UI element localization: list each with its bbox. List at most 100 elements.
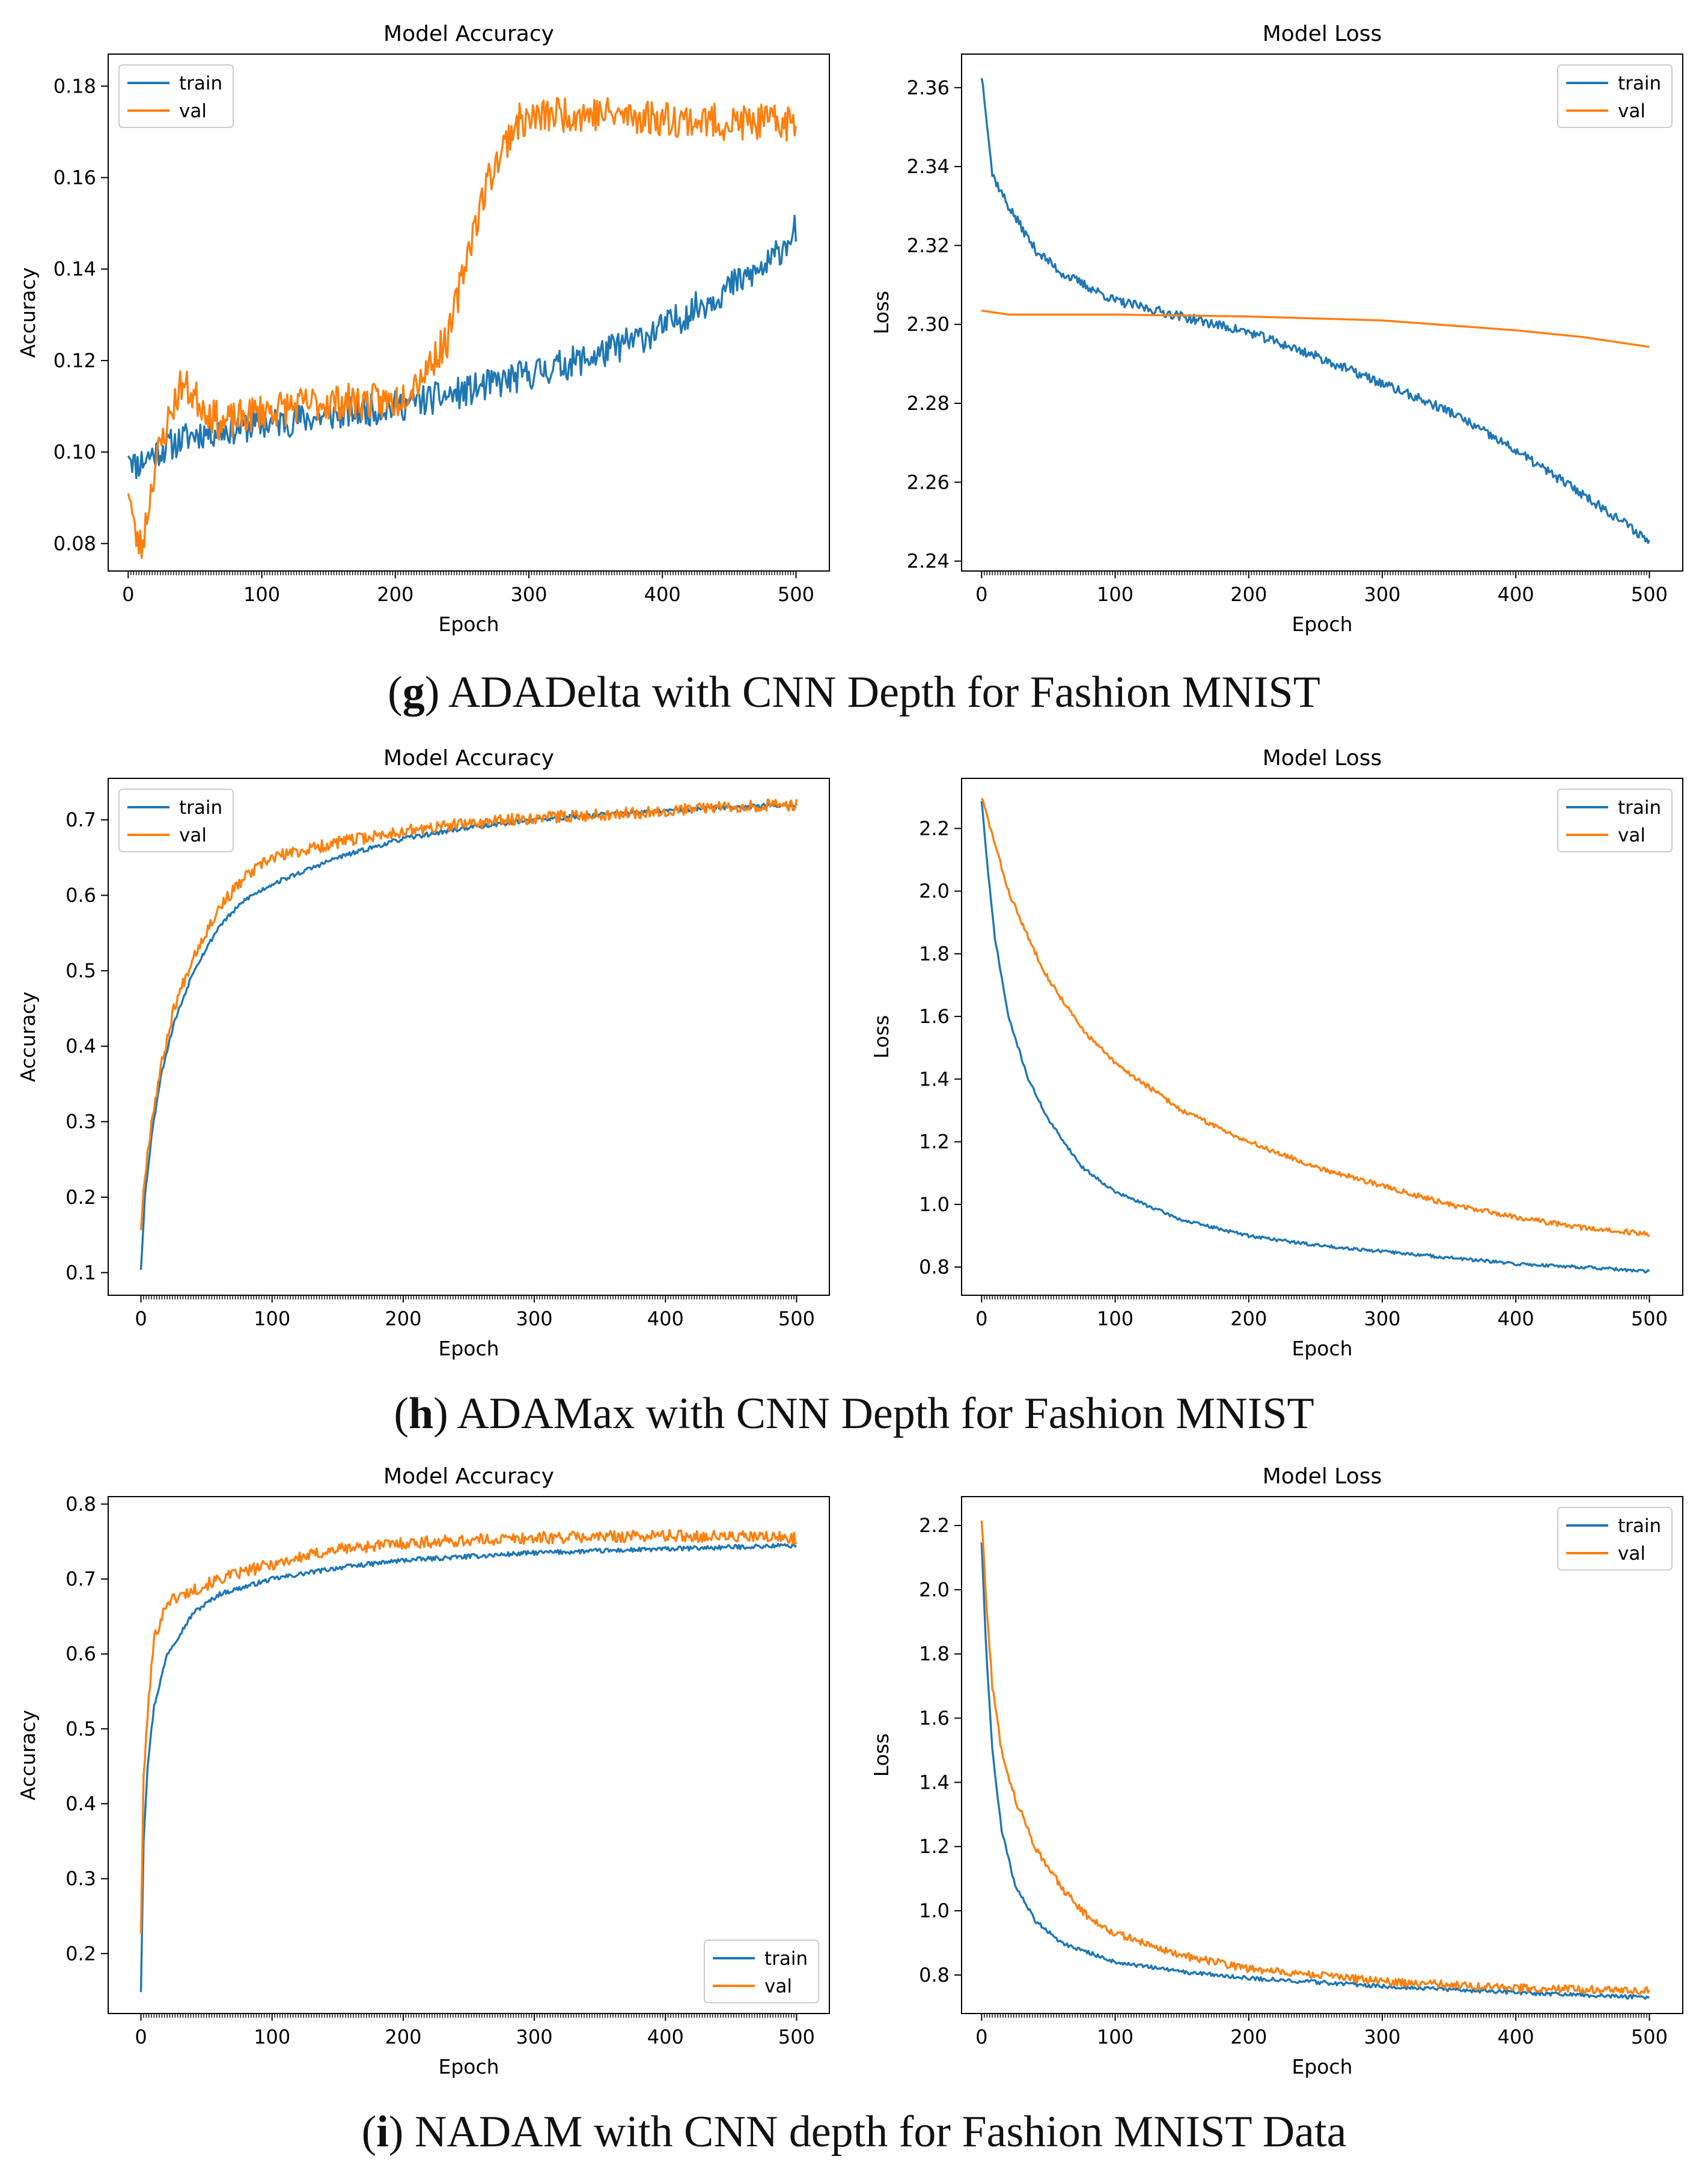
x-tick-label: 0 xyxy=(975,2026,987,2048)
y-tick-label: 0.16 xyxy=(53,166,96,189)
x-tick-label: 300 xyxy=(1364,2026,1400,2048)
series-val-line xyxy=(981,310,1650,348)
legend: train val xyxy=(1557,64,1673,128)
x-tick-label: 200 xyxy=(385,1307,421,1330)
x-minor-ticks xyxy=(140,1295,798,1299)
y-tick-label: 1.2 xyxy=(919,1131,950,1153)
x-tick-label: 400 xyxy=(644,583,681,606)
y-tick-label: 2.2 xyxy=(919,817,950,840)
x-tick-label: 0 xyxy=(975,1307,987,1330)
x-tick-label: 400 xyxy=(1498,583,1534,606)
chart-svg: 0 100 200 300 400 500 0.2 0.3 0.4 0.5 0.6 0.7 0.8 Mod… xyxy=(16,1464,830,2078)
caption-letter: h xyxy=(408,1389,434,1438)
x-tick-label: 400 xyxy=(1498,1307,1534,1330)
y-tick-label: 0.4 xyxy=(66,1792,96,1815)
x-minor-ticks xyxy=(981,1295,1650,1299)
legend-train-label: train xyxy=(1618,1515,1661,1537)
legend: train val xyxy=(118,789,234,852)
y-tick-label: 0.7 xyxy=(66,808,96,831)
x-axis-label: Epoch xyxy=(1292,2055,1352,2078)
y-tick-label: 0.1 xyxy=(66,1261,96,1284)
x-tick-label: 500 xyxy=(778,1307,815,1330)
y-axis-label: Loss xyxy=(870,1733,893,1777)
x-tick-label: 500 xyxy=(778,2026,815,2048)
chart-h-loss: 0 100 200 300 400 500 0.8 1.0 1.2 1.4 1.6 1.8 2.0 2.2… xyxy=(859,736,1701,1367)
y-tick-label: 2.36 xyxy=(907,76,950,99)
series-train-line xyxy=(139,1542,797,1992)
caption-h: (h) ADAMax with CNN Depth for Fashion MN… xyxy=(394,1389,1314,1438)
x-tick-label: 300 xyxy=(1364,583,1400,606)
series-val-line xyxy=(980,798,1650,1238)
y-axis-label: Accuracy xyxy=(16,1710,40,1801)
legend-val-label: val xyxy=(1618,100,1645,122)
series-train-line xyxy=(127,215,798,480)
axes-frame xyxy=(108,1496,830,2014)
caption-letter: g xyxy=(402,668,425,717)
series-train-line xyxy=(980,1542,1650,2000)
series-val-line xyxy=(139,1528,798,1934)
y-tick-label: 0.5 xyxy=(66,1717,96,1740)
chart-svg: 0 100 200 300 400 500 0.1 0.2 0.3 0.4 0.5 0.6 0.7 Mod… xyxy=(16,746,830,1360)
y-tick-label: 0.8 xyxy=(66,1492,96,1515)
y-tick-label: 0.14 xyxy=(53,258,96,281)
series-val-line xyxy=(127,97,798,559)
y-tick-label: 2.2 xyxy=(919,1514,950,1537)
y-tick-label: 1.2 xyxy=(919,1835,950,1858)
y-tick-label: 0.8 xyxy=(919,1964,950,1986)
legend: train val xyxy=(1557,789,1673,852)
y-tick-label: 2.0 xyxy=(919,1578,950,1601)
x-tick-label: 100 xyxy=(1097,1307,1133,1330)
y-tick-label: 1.8 xyxy=(919,1643,950,1666)
y-tick-label: 0.08 xyxy=(53,532,96,555)
chart-g-loss: 0 100 200 300 400 500 2.24 2.26 2.28 2.30 2.32 2.34… xyxy=(859,12,1701,643)
legend: train val xyxy=(704,1940,819,2003)
legend-train-label: train xyxy=(179,797,222,819)
x-tick-label: 0 xyxy=(975,583,987,606)
x-tick-label: 200 xyxy=(1230,583,1267,606)
axes-frame xyxy=(108,778,830,1296)
x-tick-label: 0 xyxy=(135,1307,147,1330)
axes-frame xyxy=(961,53,1683,572)
x-axis-label: Epoch xyxy=(438,1337,499,1360)
chart-title: Model Loss xyxy=(1263,746,1382,771)
y-tick-label: 1.0 xyxy=(919,1899,950,1922)
y-axis-label: Loss xyxy=(870,291,893,334)
y-tick-label: 0.6 xyxy=(66,884,96,907)
y-tick-label: 1.4 xyxy=(919,1771,950,1794)
chart-h-accuracy: 0 100 200 300 400 500 0.1 0.2 0.3 0.4 0.5 0.6 0.7 Mod… xyxy=(6,736,847,1367)
y-tick-label: 1.0 xyxy=(919,1193,950,1216)
axes-frame xyxy=(961,778,1683,1296)
x-tick-label: 300 xyxy=(516,2026,553,2048)
x-tick-label: 200 xyxy=(377,583,413,606)
x-minor-ticks xyxy=(127,571,797,575)
x-tick-label: 100 xyxy=(1097,2026,1133,2048)
y-tick-label: 2.34 xyxy=(907,155,950,178)
y-tick-label: 2.28 xyxy=(907,392,950,415)
caption-text: NADAM with CNN depth for Fashion MNIST D… xyxy=(414,2107,1347,2157)
legend-train-label: train xyxy=(764,1948,808,1970)
chart-svg: 0 100 200 300 400 500 0.08 0.10 0.12 0.14 0.16 0.18… xyxy=(16,22,830,636)
chart-i-accuracy: 0 100 200 300 400 500 0.2 0.3 0.4 0.5 0.6 0.7 0.8 Mod… xyxy=(6,1455,847,2086)
x-minor-ticks xyxy=(140,2014,798,2018)
legend-val-label: val xyxy=(764,1976,792,1997)
chart-title: Model Accuracy xyxy=(383,22,554,46)
y-tick-label: 1.8 xyxy=(919,942,950,965)
x-axis-label: Epoch xyxy=(438,612,499,636)
series-train-line xyxy=(139,802,798,1270)
x-tick-label: 300 xyxy=(516,1307,553,1330)
x-axis-label: Epoch xyxy=(1292,1337,1352,1360)
chart-svg: 0 100 200 300 400 500 0.8 1.0 1.2 1.4 1.6 1.8 2.0 2.2… xyxy=(870,746,1683,1360)
x-tick-label: 100 xyxy=(243,583,280,606)
caption-text: ADADelta with CNN Depth for Fashion MNIS… xyxy=(448,668,1320,717)
chart-svg: 0 100 200 300 400 500 0.8 1.0 1.2 1.4 1.6 1.8 2.0 2.2… xyxy=(870,1464,1683,2078)
y-tick-label: 0.12 xyxy=(53,349,96,372)
x-tick-label: 400 xyxy=(1498,2026,1534,2048)
chart-title: Model Loss xyxy=(1263,22,1382,46)
legend-val-label: val xyxy=(179,100,207,122)
y-axis-label: Accuracy xyxy=(16,267,40,358)
x-tick-label: 200 xyxy=(385,2026,421,2048)
series-val-line xyxy=(139,798,798,1230)
y-tick-label: 0.4 xyxy=(66,1035,96,1058)
x-tick-label: 500 xyxy=(1631,583,1668,606)
legend: train val xyxy=(118,64,234,128)
